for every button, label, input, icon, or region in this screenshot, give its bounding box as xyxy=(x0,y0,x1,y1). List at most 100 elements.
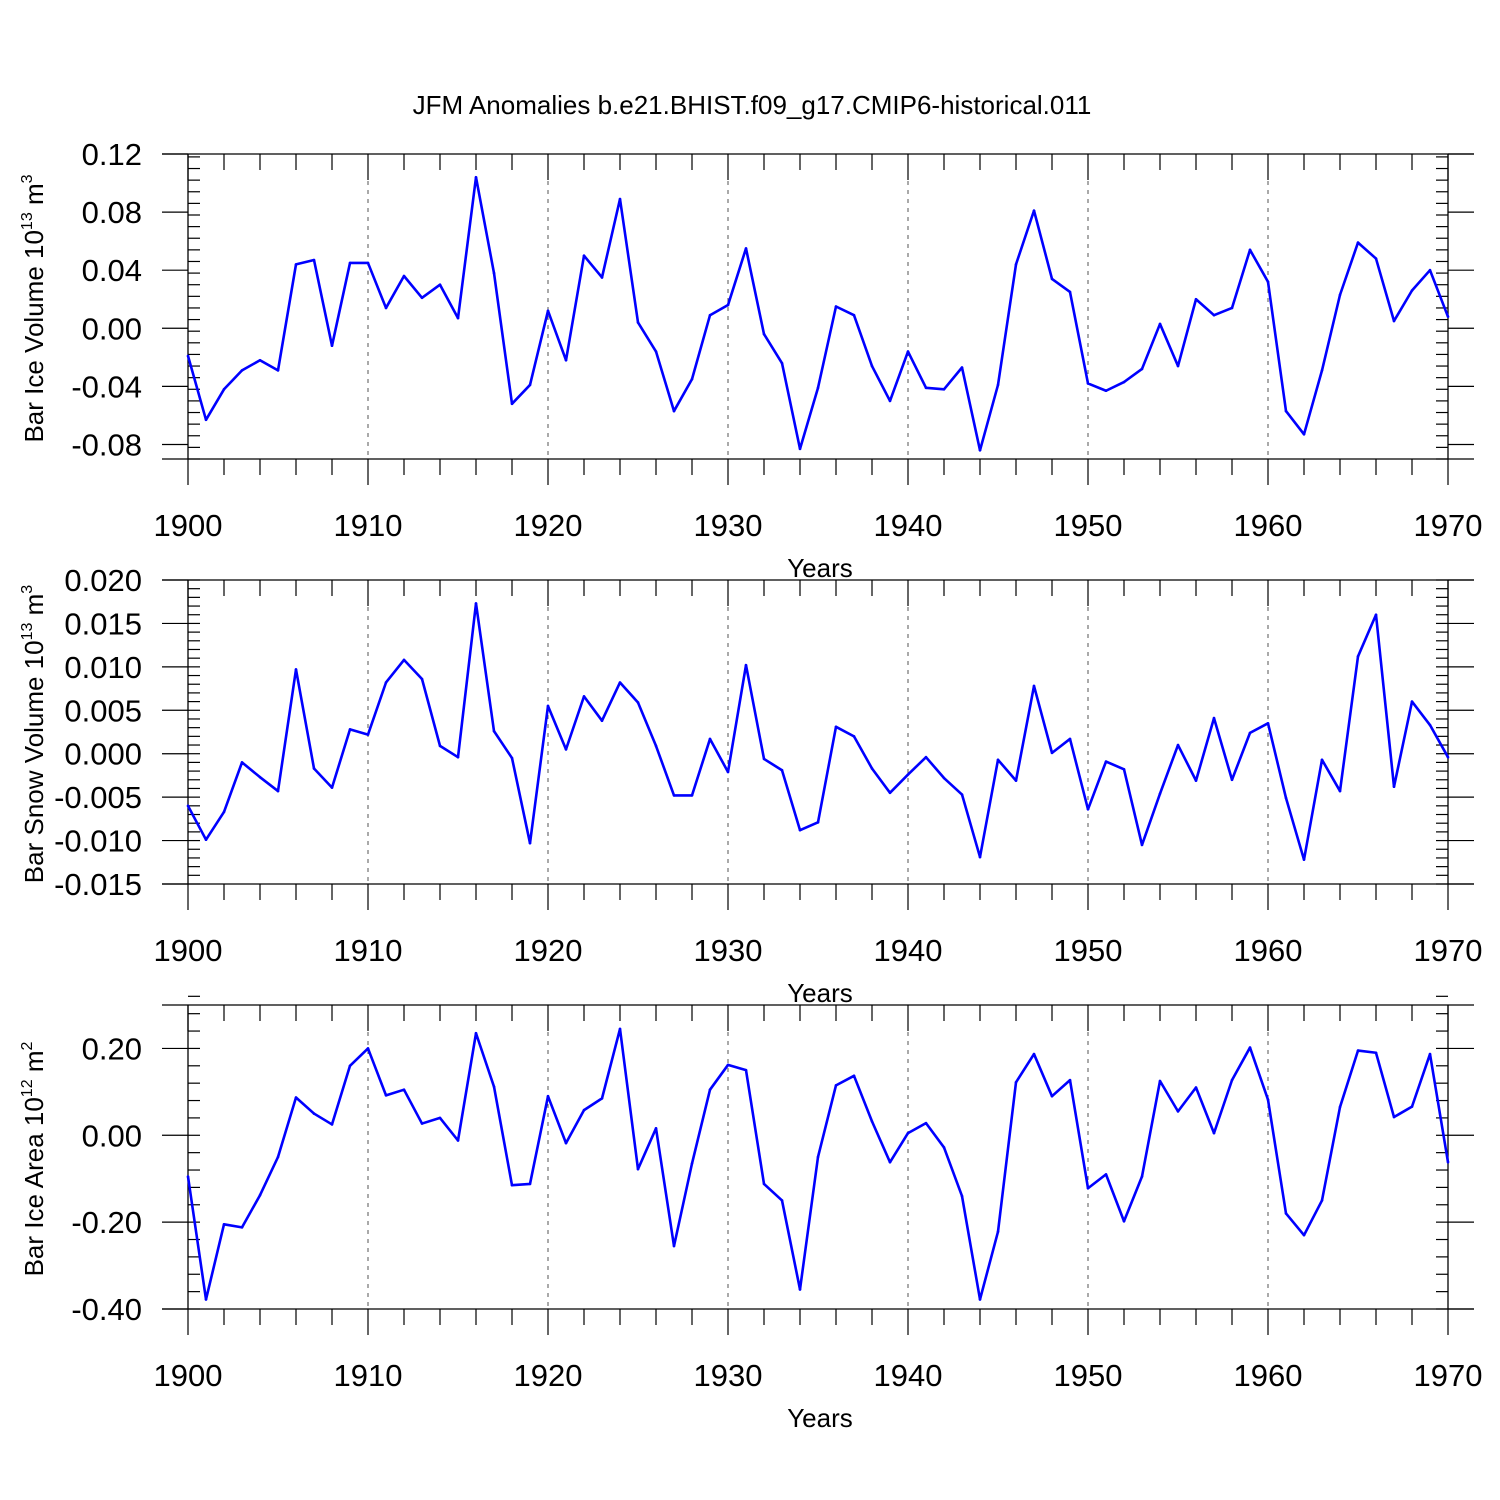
y-tick-label: -0.40 xyxy=(71,1292,142,1327)
data-point xyxy=(222,1223,226,1226)
data-point xyxy=(852,313,856,317)
x-tick-label: 1970 xyxy=(1414,933,1483,968)
data-point xyxy=(564,358,568,362)
y-axis-label: Bar Ice Area 1012 m2 xyxy=(19,1041,49,1276)
data-point xyxy=(528,383,532,387)
data-point xyxy=(204,838,208,842)
data-point xyxy=(600,719,604,723)
data-point xyxy=(1446,755,1450,759)
data-point xyxy=(1410,1105,1414,1108)
data-point xyxy=(1014,1081,1018,1084)
data-point xyxy=(204,418,208,422)
data-point xyxy=(744,1068,748,1072)
y-tick-label: 0.00 xyxy=(82,1118,142,1153)
data-point xyxy=(1194,297,1198,301)
data-point xyxy=(1176,364,1180,368)
data-point xyxy=(1428,268,1432,272)
data-point xyxy=(906,773,910,776)
data-point xyxy=(312,767,316,770)
data-point xyxy=(330,786,334,789)
data-point xyxy=(1050,277,1054,281)
data-point xyxy=(1356,655,1360,658)
data-point xyxy=(546,704,550,708)
data-point xyxy=(474,175,478,179)
data-point xyxy=(1284,796,1288,800)
data-point xyxy=(924,755,928,759)
data-point xyxy=(438,744,442,748)
data-point xyxy=(996,1230,1000,1233)
data-point xyxy=(420,296,424,300)
x-axis-label: Years xyxy=(787,978,853,1008)
data-point xyxy=(276,789,280,793)
data-point xyxy=(1356,241,1360,244)
data-point xyxy=(1014,779,1018,782)
y-axis-label: Bar Snow Volume 1013 m3 xyxy=(19,585,49,884)
x-tick-label: 1920 xyxy=(514,508,583,543)
data-point xyxy=(1302,858,1306,861)
data-point xyxy=(726,1063,730,1067)
data-point xyxy=(816,1155,820,1159)
data-point xyxy=(960,793,964,796)
data-point xyxy=(1212,716,1216,720)
x-tick-label: 1940 xyxy=(874,933,943,968)
data-point xyxy=(780,768,784,772)
data-point xyxy=(420,677,424,681)
data-point xyxy=(762,757,766,761)
series-line-ice-volume xyxy=(186,175,1450,452)
data-point xyxy=(744,247,748,250)
data-point xyxy=(294,263,298,266)
data-point xyxy=(834,725,838,729)
data-point xyxy=(366,261,370,265)
data-point xyxy=(1338,1105,1342,1109)
x-tick-label: 1950 xyxy=(1054,508,1123,543)
data-point xyxy=(1032,209,1036,212)
data-point xyxy=(1158,322,1162,326)
data-point xyxy=(654,744,658,748)
data-point xyxy=(852,1074,856,1078)
data-point xyxy=(582,1108,586,1112)
data-point xyxy=(780,361,784,365)
data-point xyxy=(1284,409,1288,413)
data-point xyxy=(1410,289,1414,292)
data-point xyxy=(1248,731,1252,735)
data-point xyxy=(654,1127,658,1130)
data-point xyxy=(870,1120,874,1123)
data-point xyxy=(1194,779,1198,782)
chart-title: JFM Anomalies b.e21.BHIST.f09_g17.CMIP6-… xyxy=(413,90,1092,120)
data-point xyxy=(636,1167,640,1171)
data-point xyxy=(1176,743,1180,747)
data-point xyxy=(798,1288,802,1291)
y-tick-label: -0.010 xyxy=(54,824,142,859)
data-point xyxy=(1248,1046,1252,1049)
data-point xyxy=(240,761,244,764)
data-point xyxy=(402,1088,406,1091)
data-point xyxy=(708,1088,712,1091)
x-tick-label: 1900 xyxy=(154,508,223,543)
data-point xyxy=(1392,785,1396,789)
x-tick-label: 1960 xyxy=(1234,508,1303,543)
data-point xyxy=(1068,737,1072,741)
data-point xyxy=(906,350,910,353)
data-point xyxy=(330,1123,334,1126)
data-point xyxy=(1338,293,1342,297)
data-point xyxy=(1446,1160,1450,1164)
x-tick-label: 1920 xyxy=(514,933,583,968)
data-point xyxy=(1320,369,1324,372)
data-point xyxy=(1068,1078,1072,1082)
data-point xyxy=(510,402,514,406)
y-tick-label: -0.015 xyxy=(54,867,142,902)
data-point xyxy=(276,1155,280,1159)
data-point xyxy=(1338,789,1342,793)
data-point xyxy=(1032,684,1036,688)
data-point xyxy=(1302,1233,1306,1237)
data-point xyxy=(726,303,730,307)
data-point xyxy=(186,804,190,808)
data-point xyxy=(510,756,514,760)
data-point xyxy=(1374,257,1378,260)
data-point xyxy=(798,828,802,832)
data-point xyxy=(564,748,568,751)
data-point xyxy=(384,681,388,684)
data-point xyxy=(330,344,334,348)
y-tick-label: -0.20 xyxy=(71,1205,142,1240)
